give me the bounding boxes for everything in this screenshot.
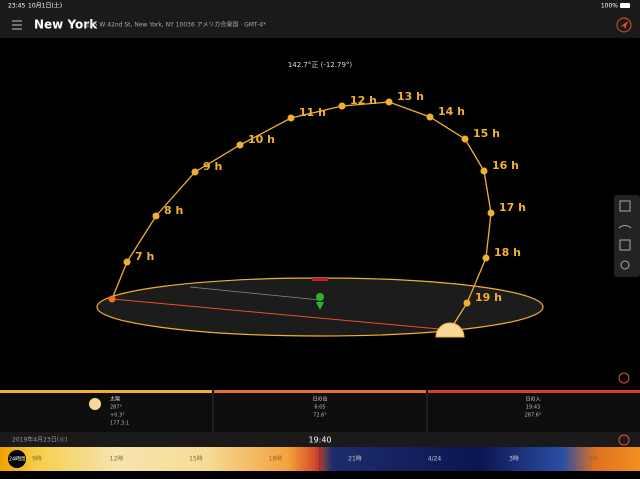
heading-line (189, 286, 321, 301)
hour-dot (480, 167, 488, 175)
location-address: 175 W 42nd St, New York, NY 10036 アメリカ合衆… (86, 21, 266, 29)
timeline-label: 12時 (110, 455, 124, 463)
view-button[interactable] (618, 225, 632, 229)
bottom-edge (0, 471, 640, 479)
status-date: 10月1日(土) (28, 2, 62, 10)
hour-dot (236, 141, 244, 149)
mode-label[interactable]: 24時間 (9, 457, 25, 463)
timeline-label: 15時 (189, 455, 203, 463)
locate-button[interactable] (616, 17, 632, 33)
hour-label: 18 h (494, 246, 521, 259)
north-marker (312, 278, 328, 281)
hour-label: 15 h (473, 127, 500, 140)
hour-dot (287, 114, 295, 122)
camera-button[interactable] (619, 239, 631, 251)
hour-label: 14 h (438, 105, 465, 118)
info-value: 6:05 (314, 405, 325, 411)
user-marker (316, 293, 324, 310)
mode-button[interactable] (8, 450, 26, 468)
hour-label: 7 h (135, 250, 154, 263)
panel-stripe (214, 390, 426, 393)
hour-label: 9 h (203, 160, 222, 173)
info-value: 19:43 (526, 405, 540, 411)
hour-dot (487, 209, 495, 217)
header-bg (0, 0, 640, 38)
sun-icon (89, 398, 101, 410)
direction-readout: 142.7°正 (-12.79°) (288, 61, 353, 69)
hour-label: 12 h (350, 94, 377, 107)
timeline-label: 21時 (348, 455, 362, 463)
share-button[interactable] (619, 200, 631, 212)
hour-dot (463, 299, 471, 307)
panel-stripe (428, 390, 640, 393)
info-title: 太陽 (110, 396, 120, 403)
hour-dot (426, 113, 434, 121)
hour-dot (461, 135, 469, 143)
current-time: 19:40 (308, 436, 331, 445)
info-value: +0.3° (110, 413, 125, 419)
timeline-label: 4/24 (428, 456, 442, 463)
status-time: 23:45 (8, 3, 25, 10)
info-panel (0, 390, 640, 432)
hour-label: 10 h (248, 133, 275, 146)
timeline-label: 9時 (32, 455, 42, 463)
date-bar (0, 432, 640, 447)
hour-dot (482, 254, 490, 262)
hour-label: 8 h (164, 204, 183, 217)
info-value: 177.3:1 (110, 421, 129, 427)
sun-marker (435, 322, 465, 338)
hour-label: 13 h (397, 90, 424, 103)
timeline-label: 3時 (509, 455, 519, 463)
hour-dot (191, 168, 199, 176)
info-value: 72.6° (313, 413, 327, 419)
side-toolbar (614, 195, 640, 277)
battery-label: 100% (601, 3, 618, 10)
timeline-date: 2019年4月23日(火) (12, 436, 67, 444)
menu-button[interactable] (12, 20, 22, 30)
info-value: 287.6° (525, 413, 542, 419)
panel-stripe (0, 390, 212, 393)
hour-dot (385, 98, 393, 106)
timeline-help[interactable] (618, 434, 630, 446)
location-title[interactable]: New York (34, 18, 98, 32)
info-value: 287° (110, 405, 123, 411)
sunrise-point (108, 295, 116, 303)
info-title: 日の入 (525, 397, 540, 403)
timeline-label: 6時 (589, 455, 599, 463)
hour-dot (338, 102, 346, 110)
hour-label: 19 h (475, 291, 502, 304)
hour-dot (123, 258, 131, 266)
help-button[interactable] (618, 372, 630, 384)
hour-label: 16 h (492, 159, 519, 172)
sun-direction-line (111, 298, 451, 331)
hour-label: 11 h (299, 106, 326, 119)
battery-icon (620, 3, 630, 8)
hour-dot (152, 212, 160, 220)
info-title: 日の出 (312, 396, 327, 403)
timeline-label: 18時 (269, 455, 283, 463)
touch-button[interactable] (620, 260, 630, 270)
hour-label: 17 h (499, 201, 526, 214)
